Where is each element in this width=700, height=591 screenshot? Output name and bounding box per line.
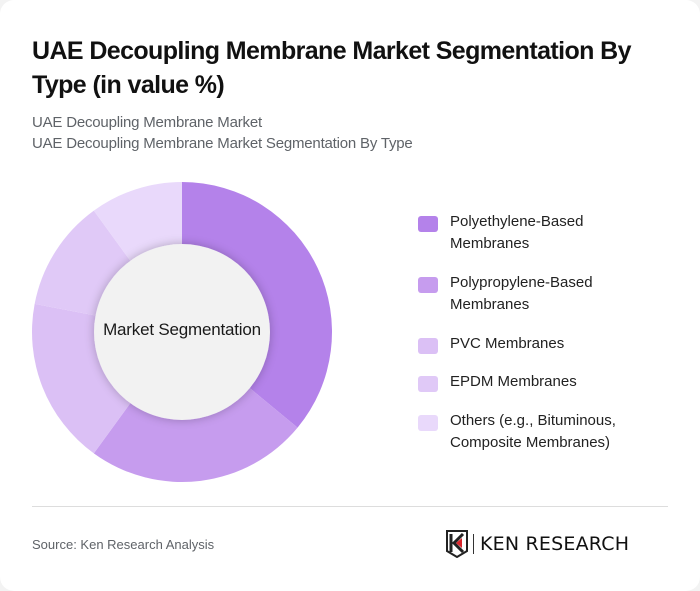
legend-item-epdm[interactable]: EPDM Membranes: [418, 371, 660, 393]
donut-chart: [32, 182, 333, 482]
legend-label: Others (e.g., Bituminous, Composite Memb…: [450, 412, 616, 451]
subtitle-segmentation: UAE Decoupling Membrane Market Segmentat…: [32, 135, 413, 152]
ken-research-shield-icon: [446, 530, 468, 558]
logo-separator: [473, 534, 474, 554]
subtitle-market: UAE Decoupling Membrane Market: [32, 114, 262, 131]
legend-item-polypropylene[interactable]: Polypropylene-Based Membranes: [418, 272, 660, 316]
donut-center-label: Market Segmentation: [103, 320, 261, 339]
chart-title: UAE Decoupling Membrane Market Segmentat…: [32, 37, 632, 99]
ken-research-logo: KEN RESEARCH: [446, 530, 629, 558]
footer-divider: [32, 506, 668, 507]
legend-label: PVC Membranes: [450, 335, 565, 352]
legend-swatch: [418, 415, 438, 431]
donut-hole: [94, 244, 270, 420]
legend-item-polyethylene[interactable]: Polyethylene-Based Membranes: [418, 211, 660, 255]
legend-label: Polyethylene-Based Membranes: [450, 213, 584, 252]
legend-swatch: [418, 338, 438, 354]
legend-item-pvc[interactable]: PVC Membranes: [418, 333, 660, 355]
legend-swatch: [418, 277, 438, 293]
legend-swatch: [418, 376, 438, 392]
legend-label: EPDM Membranes: [450, 373, 577, 390]
logo-text: KEN RESEARCH: [480, 533, 630, 555]
source-note: Source: Ken Research Analysis: [32, 537, 215, 552]
legend-swatch: [418, 216, 438, 232]
legend-label: Polypropylene-Based Membranes: [450, 274, 593, 313]
legend-item-others[interactable]: Others (e.g., Bituminous, Composite Memb…: [418, 410, 660, 454]
